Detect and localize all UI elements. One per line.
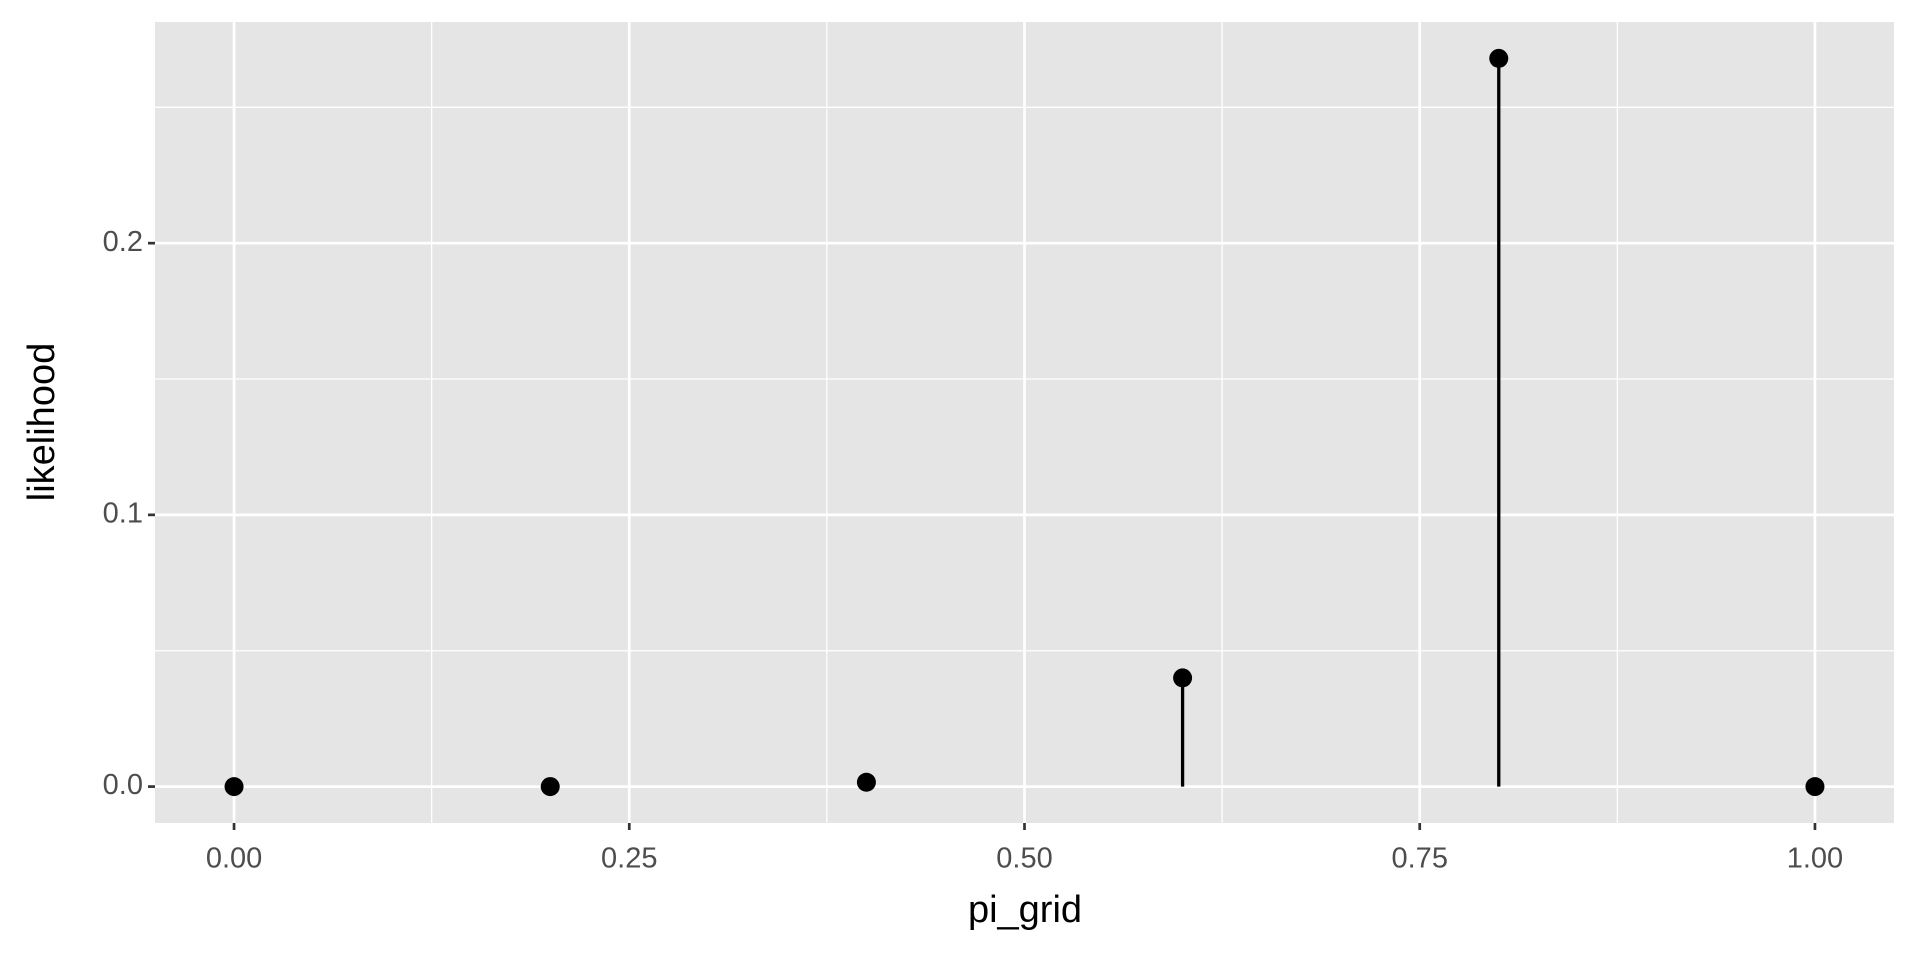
y-tick-label: 0.2 [103,226,143,258]
x-tick-label: 0.75 [1392,843,1448,875]
x-tick-label: 0.50 [996,843,1052,875]
x-tick-label: 0.00 [206,843,262,875]
point [540,777,560,797]
point [224,777,244,797]
x-tick-label: 0.25 [601,843,657,875]
y-tick-label: 0.0 [103,769,143,801]
point [1173,668,1193,688]
point [1489,48,1509,68]
point [856,772,876,792]
y-axis-title: likelihood [21,343,63,501]
y-tick-label: 0.1 [103,498,143,530]
point [1805,777,1825,797]
x-axis-title: pi_grid [968,889,1082,931]
x-tick-label: 1.00 [1787,843,1843,875]
